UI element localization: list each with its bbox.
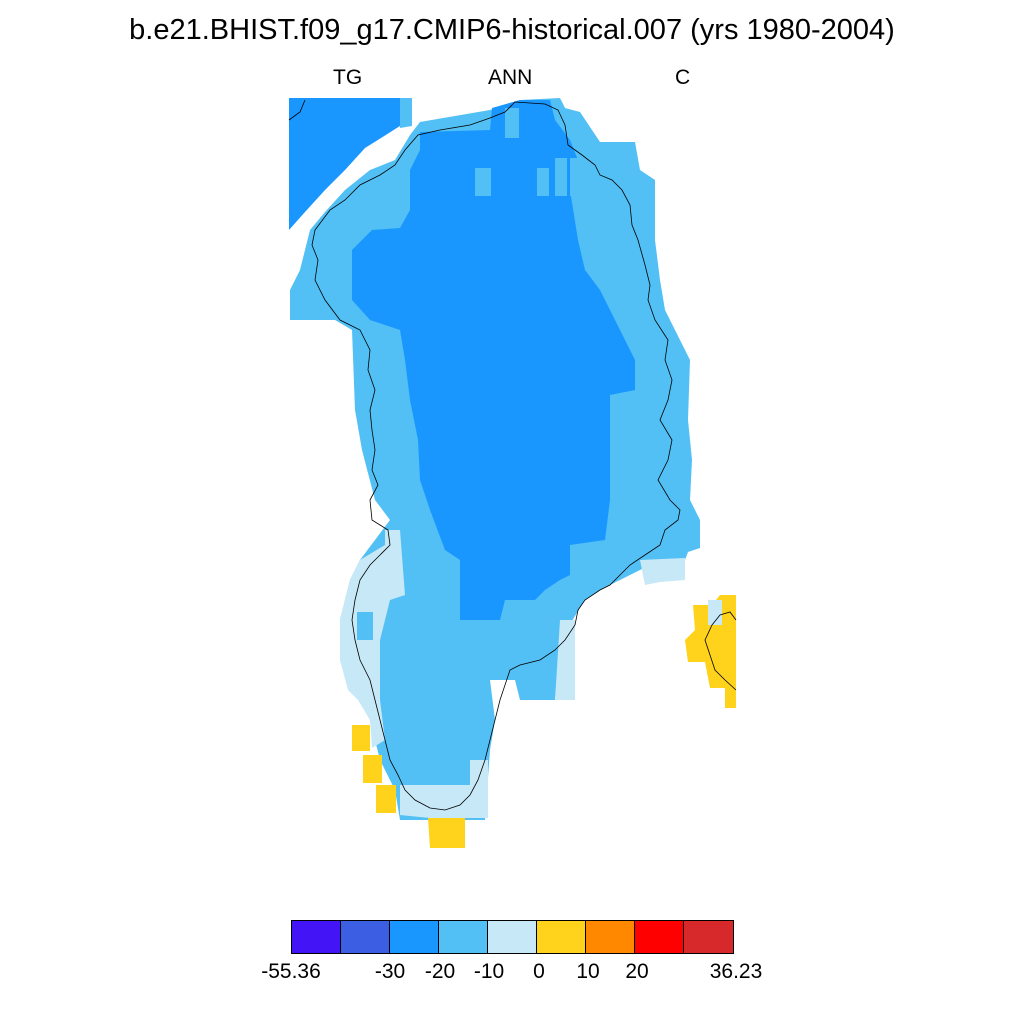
colorbar-swatch — [390, 921, 439, 953]
map-cell-yellow — [376, 785, 396, 813]
map-cell-light-nw — [400, 98, 412, 128]
map-cell-yellow — [428, 818, 465, 848]
colorbar-label: 36.23 — [709, 960, 763, 983]
coastline-nw — [288, 99, 306, 121]
map-cell-notch — [555, 158, 567, 196]
map-cell-pale — [357, 612, 373, 640]
colorbar-swatch — [537, 921, 586, 953]
map-cell-yellow — [363, 755, 382, 783]
colorbar-label: 20 — [625, 960, 649, 983]
colorbar-label: -55.36 — [261, 960, 321, 983]
season-label: ANN — [488, 66, 533, 89]
map-cell-notch — [598, 190, 624, 214]
coastline — [311, 101, 681, 811]
colorbar-label: 0 — [533, 960, 545, 983]
colorbar-label: 10 — [576, 960, 600, 983]
colorbar — [291, 920, 734, 954]
map-region-iceland-pale — [708, 600, 722, 625]
variable-label: TG — [333, 66, 363, 89]
coastline-iceland — [704, 611, 737, 691]
colorbar-swatch — [488, 921, 537, 953]
plot-title: b.e21.BHIST.f09_g17.CMIP6-historical.007… — [129, 14, 895, 46]
colorbar-swatch — [684, 921, 733, 953]
colorbar-swatch — [586, 921, 635, 953]
map-cell-dark-nw — [289, 98, 410, 230]
colorbar-swatch — [635, 921, 684, 953]
map-region-iceland — [685, 595, 736, 708]
colorbar-label: -30 — [374, 960, 406, 983]
map-region-pale-blue-se — [640, 558, 685, 585]
colorbar-swatch — [439, 921, 488, 953]
map-cell-notch — [505, 108, 519, 138]
colorbar-swatch — [292, 921, 341, 953]
map-cell-yellow — [352, 725, 370, 751]
map-cell-notch — [570, 158, 582, 196]
colorbar-label: -10 — [473, 960, 505, 983]
map-region-dark-blue — [352, 100, 635, 620]
map-cell-notch — [537, 168, 549, 196]
units-label: C — [675, 66, 691, 89]
map-cell-notch — [475, 168, 491, 196]
colorbar-label: -20 — [424, 960, 456, 983]
colorbar-swatch — [341, 921, 390, 953]
map-region-pale-blue-s2 — [555, 620, 575, 700]
